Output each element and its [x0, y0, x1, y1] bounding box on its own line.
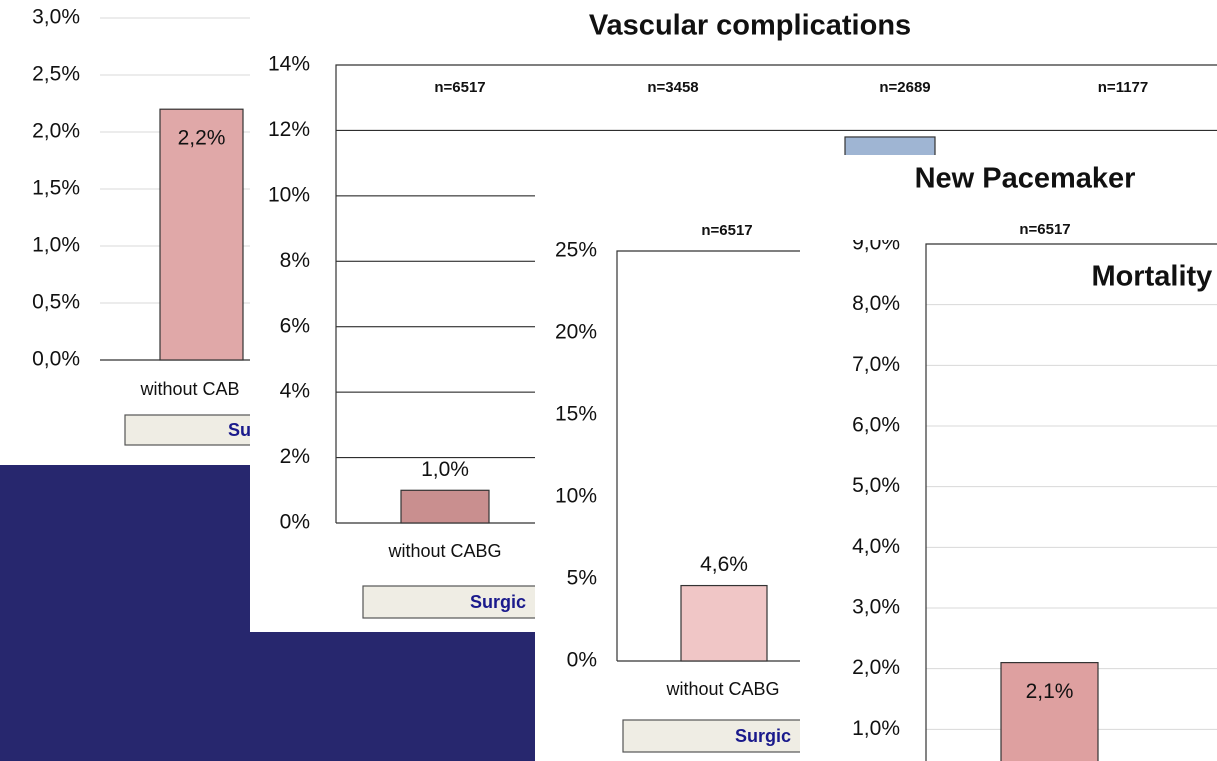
chart-panel: 0,0% 0,5% 1,0% 1,5% 2,0% 2,5% 3,0% 2,2% without … — [0, 0, 251, 465]
sample-size: n=6517 — [434, 79, 485, 96]
y-tick-label: 25% — [555, 239, 597, 262]
y-tick-label: 0% — [280, 511, 310, 534]
bar — [400, 489, 490, 524]
y-tick-label: 0% — [567, 649, 597, 672]
y-tick-label: 5,0% — [852, 474, 900, 497]
y-tick-label: 2% — [280, 445, 310, 468]
y-tick-label: 20% — [555, 321, 597, 344]
sample-size: n=1177 — [1098, 79, 1148, 96]
y-tick-label: 14% — [268, 53, 310, 76]
x-tick-label: without CAB — [139, 379, 239, 399]
sample-size: n=2689 — [879, 79, 930, 96]
y-tick-label: 12% — [268, 118, 310, 141]
y-tick-label: 7,0% — [852, 353, 900, 376]
y-tick-label: 5% — [567, 567, 597, 590]
group-box — [362, 585, 544, 619]
y-tick-label: 0,0% — [32, 348, 80, 371]
y-tick-label: 8,0% — [852, 292, 900, 315]
bar — [159, 108, 244, 361]
x-tick-label: without CABG — [665, 679, 779, 699]
group-label: Su — [228, 420, 251, 440]
y-tick-label: 8% — [280, 249, 310, 272]
y-tick-label: 3,0% — [852, 596, 900, 619]
chart-title: New Pacemaker — [915, 163, 1136, 195]
y-tick-label: 2,0% — [852, 656, 900, 679]
chart-panel: 1,0% 2,0% 3,0% 4,0% 5,0% 6,0% 7,0% 8,0% 9,0% 2,1%… — [800, 232, 1217, 761]
bar — [1000, 661, 1099, 761]
y-tick-label: 3,0% — [32, 6, 80, 29]
y-tick-label: 6,0% — [852, 414, 900, 437]
y-tick-label: 10% — [555, 485, 597, 508]
y-tick-label: 1,0% — [32, 234, 80, 257]
y-tick-label: 2,0% — [32, 120, 80, 143]
y-tick-label: 0,5% — [32, 291, 80, 314]
y-tick-label: 6% — [280, 314, 310, 337]
chart-title: Vascular complications — [589, 10, 911, 42]
data-label: 2,1% — [1026, 680, 1074, 703]
chart-title: Mortality ( — [1091, 261, 1217, 293]
y-tick-label: 2,5% — [32, 63, 80, 86]
data-label: 2,2% — [178, 127, 226, 150]
bar — [680, 584, 768, 662]
y-tick-label: 10% — [268, 183, 310, 206]
sample-size: n=6517 — [1019, 221, 1070, 238]
y-tick-label: 4% — [280, 380, 310, 403]
plot-frame — [925, 243, 1217, 761]
data-label: 1,0% — [421, 458, 469, 481]
y-tick-label: 9,0% — [852, 232, 900, 255]
data-label: 4,6% — [700, 553, 748, 576]
group-box — [622, 719, 804, 753]
y-tick-label: 1,5% — [32, 177, 80, 200]
sample-size: n=6517 — [701, 222, 752, 239]
group-label: Surgic — [735, 726, 791, 746]
y-tick-label: 4,0% — [852, 535, 900, 558]
y-tick-label: 1,0% — [852, 717, 900, 740]
group-box — [124, 414, 250, 446]
x-tick-label: without CABG — [387, 541, 501, 561]
group-label: Surgic — [470, 592, 526, 612]
sample-size: n=3458 — [647, 79, 698, 96]
y-tick-label: 15% — [555, 403, 597, 426]
